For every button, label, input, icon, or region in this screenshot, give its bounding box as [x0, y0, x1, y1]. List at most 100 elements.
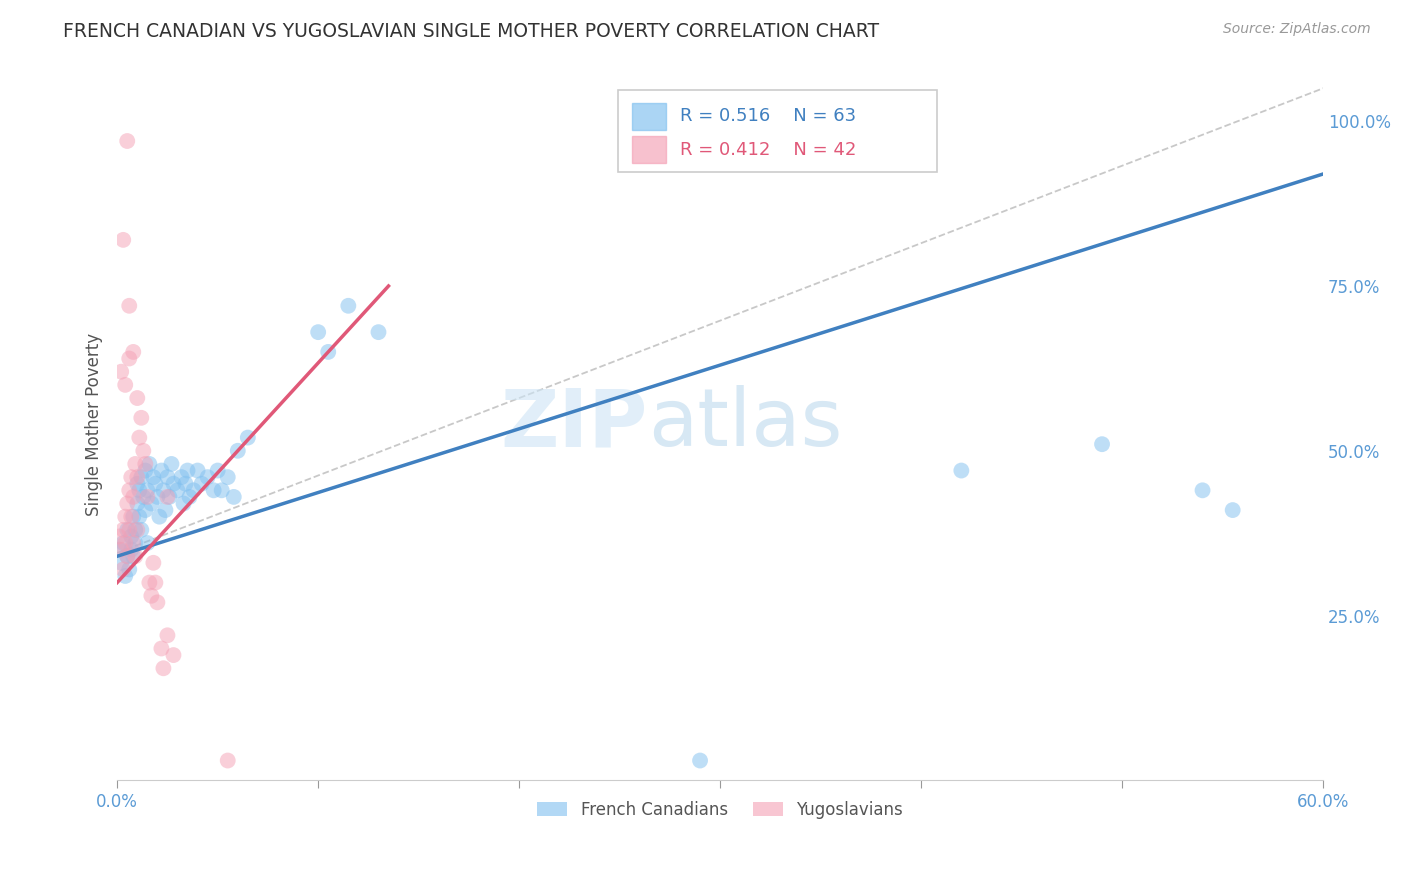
Point [122, 345, 145, 359]
Point [211, 483, 233, 498]
Point [162, 648, 184, 662]
Point [134, 503, 156, 517]
Point [115, 523, 138, 537]
Point [132, 490, 155, 504]
FancyBboxPatch shape [617, 90, 938, 172]
Point [110, 542, 132, 557]
Point [118, 562, 141, 576]
Point [108, 542, 131, 557]
Point [142, 556, 165, 570]
Point [136, 490, 159, 504]
Point [337, 299, 360, 313]
Point [146, 595, 169, 609]
Point [124, 457, 146, 471]
Point [110, 365, 132, 379]
Text: ZIP: ZIP [501, 385, 648, 464]
Legend: French Canadians, Yugoslavians: French Canadians, Yugoslavians [530, 794, 910, 825]
Point [162, 476, 184, 491]
Point [131, 523, 153, 537]
Point [152, 483, 174, 498]
Point [141, 496, 163, 510]
Point [120, 542, 142, 557]
Point [118, 483, 141, 498]
Text: R = 0.516    N = 63: R = 0.516 N = 63 [681, 107, 856, 125]
Point [112, 233, 135, 247]
Point [155, 503, 177, 517]
Point [122, 549, 145, 564]
Point [367, 325, 389, 339]
Point [120, 470, 142, 484]
Point [183, 483, 205, 498]
Point [124, 549, 146, 564]
Point [141, 589, 163, 603]
Point [122, 509, 145, 524]
Point [173, 496, 195, 510]
Point [689, 754, 711, 768]
Point [156, 470, 179, 484]
Point [124, 523, 146, 537]
Point [222, 490, 245, 504]
Point [166, 483, 188, 498]
Point [112, 523, 135, 537]
Point [156, 490, 179, 504]
Point [134, 457, 156, 471]
Point [950, 464, 973, 478]
Point [187, 464, 209, 478]
Point [170, 470, 193, 484]
Point [122, 536, 145, 550]
Y-axis label: Single Mother Poverty: Single Mother Poverty [86, 333, 103, 516]
Point [176, 464, 198, 478]
FancyBboxPatch shape [633, 136, 666, 163]
Point [160, 457, 183, 471]
Point [132, 443, 155, 458]
Point [127, 523, 149, 537]
Text: Source: ZipAtlas.com: Source: ZipAtlas.com [1223, 22, 1371, 37]
Point [115, 496, 138, 510]
Point [197, 470, 219, 484]
Point [108, 529, 131, 543]
Point [156, 628, 179, 642]
Point [307, 325, 329, 339]
Point [115, 549, 138, 564]
Point [114, 509, 136, 524]
Point [115, 134, 138, 148]
FancyBboxPatch shape [633, 103, 666, 129]
Point [174, 476, 197, 491]
Point [217, 754, 239, 768]
Point [112, 536, 135, 550]
Point [152, 661, 174, 675]
Point [217, 470, 239, 484]
Point [131, 470, 153, 484]
Point [1091, 437, 1114, 451]
Point [150, 641, 173, 656]
Point [128, 483, 150, 498]
Point [138, 457, 160, 471]
Point [159, 490, 181, 504]
Point [120, 509, 142, 524]
Point [131, 410, 153, 425]
Point [118, 299, 141, 313]
Point [124, 536, 146, 550]
Point [136, 536, 159, 550]
Point [190, 476, 212, 491]
Text: FRENCH CANADIAN VS YUGOSLAVIAN SINGLE MOTHER POVERTY CORRELATION CHART: FRENCH CANADIAN VS YUGOSLAVIAN SINGLE MO… [63, 22, 879, 41]
Point [145, 575, 167, 590]
Point [202, 483, 225, 498]
Point [146, 490, 169, 504]
Point [114, 536, 136, 550]
Point [127, 391, 149, 405]
Text: atlas: atlas [648, 385, 842, 464]
Point [148, 509, 170, 524]
Point [1222, 503, 1244, 517]
Point [114, 377, 136, 392]
Point [114, 569, 136, 583]
Point [1191, 483, 1213, 498]
Point [120, 529, 142, 543]
Point [142, 470, 165, 484]
Point [112, 562, 135, 576]
Point [122, 490, 145, 504]
Point [127, 496, 149, 510]
Point [236, 431, 259, 445]
Point [127, 476, 149, 491]
Point [128, 431, 150, 445]
